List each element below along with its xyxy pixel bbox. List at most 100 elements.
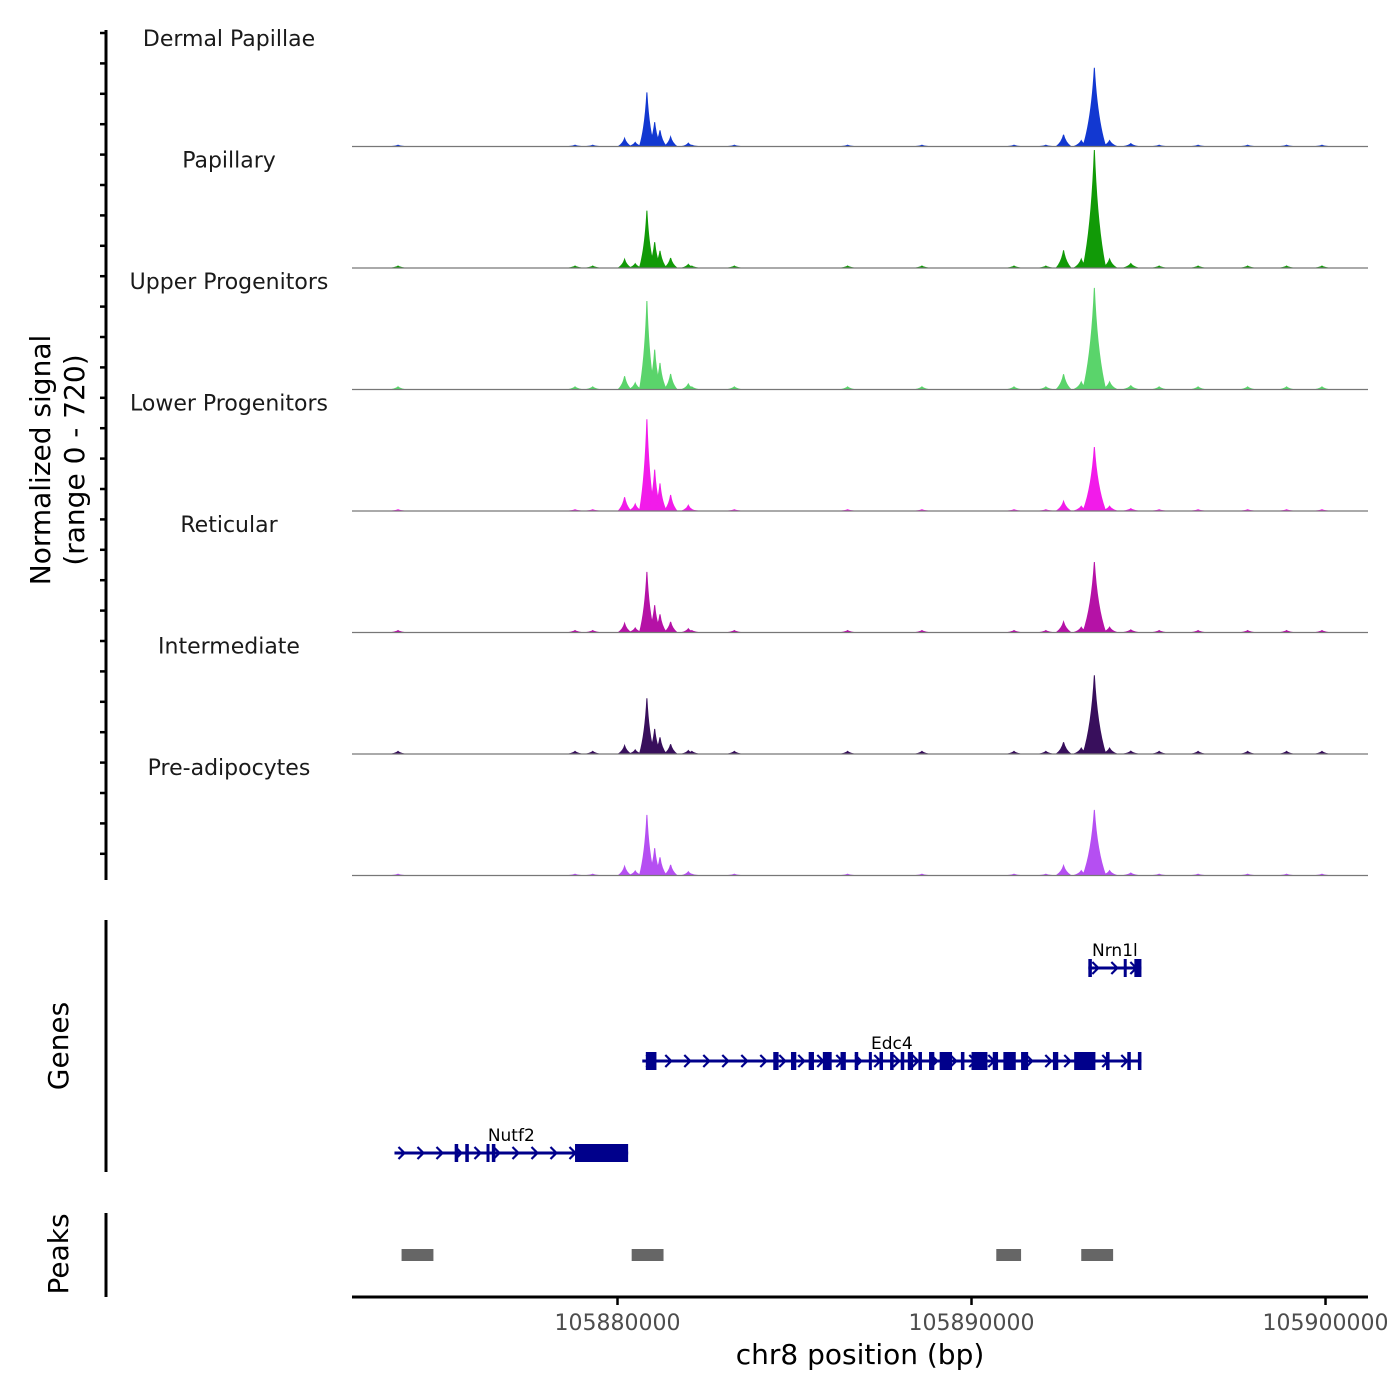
coverage-peak xyxy=(1071,257,1091,269)
coverage-y-axis-subtitle: (range 0 - 720) xyxy=(58,354,91,565)
coverage-peak xyxy=(1073,380,1089,390)
coverage-peak xyxy=(1054,742,1073,755)
gene: Edc4 xyxy=(642,1034,1142,1070)
coverage-peak xyxy=(662,257,679,269)
gene-exon xyxy=(1137,1052,1142,1070)
track-label: Papillary xyxy=(182,148,276,173)
coverage-peak xyxy=(1082,561,1107,633)
track-label: Upper Progenitors xyxy=(130,270,329,295)
coverage-peak xyxy=(1054,374,1073,390)
coverage-peak xyxy=(1054,619,1073,633)
coverage-peak xyxy=(1102,626,1118,633)
coverage-peak xyxy=(1101,380,1118,390)
genes-panel-title: Genes xyxy=(42,1002,75,1090)
gene-name-label: Edc4 xyxy=(871,1034,913,1054)
gene-exon xyxy=(773,1052,779,1070)
gene-exon xyxy=(822,1052,832,1070)
coverage-peak xyxy=(1082,287,1107,390)
gene-exon xyxy=(1003,1052,1016,1070)
strand-arrow xyxy=(759,1054,768,1068)
coverage-peak xyxy=(616,621,633,633)
gene-exon xyxy=(1134,959,1142,977)
coverage-peak xyxy=(628,869,642,876)
strand-arrow xyxy=(740,1054,749,1068)
gene-exon xyxy=(491,1144,496,1162)
coverage-peak xyxy=(1082,809,1107,876)
peak-region xyxy=(996,1249,1022,1261)
coverage-peak xyxy=(616,257,633,269)
gene-exon xyxy=(992,1052,999,1070)
gene-exon xyxy=(879,1052,884,1070)
strand-arrow xyxy=(511,1146,521,1160)
gene-exon xyxy=(890,1052,894,1070)
coverage-peak xyxy=(628,626,642,633)
track-label: Dermal Papillae xyxy=(143,27,315,52)
x-axis-tick-label: 105890000 xyxy=(909,1311,1035,1336)
coverage-peak xyxy=(1082,447,1107,512)
coverage-peak xyxy=(1082,67,1107,147)
strand-arrow xyxy=(549,1146,559,1160)
coverage-peak xyxy=(616,497,633,512)
strand-arrow xyxy=(1063,1054,1072,1068)
strand-arrow xyxy=(949,1054,958,1068)
coverage-track: Lower Progenitors xyxy=(130,391,1368,512)
gene-exon xyxy=(840,1052,846,1070)
gene-exon xyxy=(790,1052,797,1070)
gene-exon xyxy=(939,1052,953,1070)
coverage-peak xyxy=(652,483,668,512)
gene-exon xyxy=(1074,1052,1096,1070)
gene-exon xyxy=(907,1052,914,1070)
gene-exon xyxy=(868,1052,872,1070)
strand-arrow xyxy=(416,1146,426,1160)
gene-exon xyxy=(918,1052,922,1070)
gene: Nrn1l xyxy=(1088,941,1142,977)
gene-exon xyxy=(971,1052,988,1070)
coverage-peak xyxy=(663,494,679,512)
coverage-peak xyxy=(1073,139,1089,147)
coverage-peak xyxy=(1054,499,1073,512)
strand-arrow xyxy=(911,1054,920,1068)
gene-name-label: Nrn1l xyxy=(1092,941,1138,961)
strand-arrow xyxy=(664,1054,673,1068)
coverage-peak xyxy=(616,376,633,390)
strand-arrow xyxy=(530,1146,540,1160)
track-label: Reticular xyxy=(180,513,278,538)
coverage-peak xyxy=(1054,863,1073,876)
x-axis-title: chr8 position (bp) xyxy=(736,1338,985,1371)
coverage-peak xyxy=(1055,250,1073,269)
track-label: Pre-adipocytes xyxy=(148,756,311,781)
coverage-track: Upper Progenitors xyxy=(130,270,1368,391)
strand-arrow xyxy=(1091,961,1100,975)
peak-region xyxy=(401,1249,434,1261)
coverage-peak xyxy=(1073,746,1089,755)
coverage-y-axis xyxy=(100,30,108,880)
x-axis-tick-label: 105880000 xyxy=(555,1311,681,1336)
coverage-track: Pre-adipocytes xyxy=(148,756,1368,877)
strand-arrow xyxy=(702,1054,711,1068)
track-label: Lower Progenitors xyxy=(130,391,328,416)
coverage-peak xyxy=(662,744,679,755)
coverage-peak xyxy=(628,502,642,512)
coverage-peak xyxy=(628,262,642,269)
gene-exon xyxy=(486,1144,490,1162)
coverage-track: Papillary xyxy=(182,148,1368,269)
strand-arrow xyxy=(1044,1054,1053,1068)
coverage-peak xyxy=(663,373,679,390)
coverage-peak xyxy=(1073,869,1089,876)
x-axis-ticks: 105880000 105890000 105900000 xyxy=(555,1297,1389,1336)
coverage-peak xyxy=(652,857,668,876)
strand-arrow xyxy=(721,1054,730,1068)
peak-region xyxy=(631,1249,664,1261)
coverage-peak xyxy=(662,864,679,876)
x-axis-tick-label: 105900000 xyxy=(1263,1311,1389,1336)
coverage-track: Intermediate xyxy=(158,634,1368,755)
coverage-peak xyxy=(628,381,642,390)
gene-exon xyxy=(465,1144,469,1162)
coverage-peak xyxy=(1082,149,1107,269)
coverage-peak xyxy=(662,621,679,633)
gene-exon xyxy=(900,1052,905,1070)
strand-arrow xyxy=(397,1146,407,1160)
strand-arrow xyxy=(1110,961,1119,975)
gene-exon xyxy=(1052,1052,1059,1070)
